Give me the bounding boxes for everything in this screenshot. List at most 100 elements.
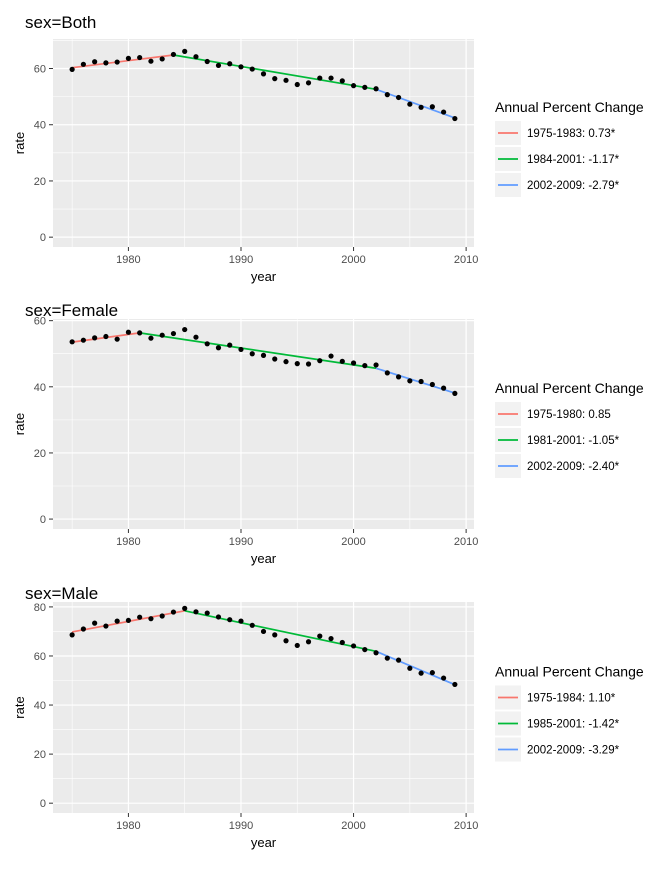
legend-label: 2002-2009: -2.79* (527, 180, 620, 192)
data-point (317, 75, 323, 81)
data-point (328, 75, 334, 81)
y-tick-label: 20 (34, 749, 46, 761)
data-point (260, 628, 267, 635)
data-point (69, 632, 75, 638)
data-point (148, 616, 154, 622)
data-point (170, 330, 177, 337)
data-point (350, 83, 357, 89)
legend-label: 1975-1984: 1.10* (527, 693, 616, 705)
x-tick-label: 1980 (116, 536, 140, 548)
data-point (384, 370, 390, 376)
data-point (395, 657, 402, 663)
x-axis-label: year (251, 269, 277, 284)
x-tick-label: 2010 (454, 536, 478, 548)
data-point (317, 358, 323, 364)
data-point (441, 109, 447, 115)
data-point (170, 609, 177, 615)
data-point (350, 360, 357, 366)
data-point (193, 54, 199, 60)
data-point (238, 618, 244, 624)
data-point (272, 632, 278, 638)
y-tick-label: 0 (40, 798, 46, 810)
data-point (92, 620, 98, 626)
data-point (249, 622, 255, 628)
data-point (193, 334, 199, 340)
legend-label: 1981-2001: -1.05* (527, 435, 620, 447)
data-point (373, 362, 379, 368)
y-tick-label: 60 (34, 316, 46, 328)
panel-3: sex=Male 1980 1990 2000 2010 0 20 40 60 80 year rat… (12, 584, 644, 850)
data-point (362, 646, 368, 653)
data-point (272, 76, 278, 82)
legend-label: 1984-2001: -1.17* (527, 154, 620, 166)
data-point (407, 665, 413, 671)
data-point (80, 61, 86, 67)
legend-label: 1975-1980: 0.85 (527, 409, 611, 421)
y-tick-label: 20 (34, 448, 46, 460)
data-point (204, 58, 210, 65)
data-point (429, 670, 435, 676)
data-point (283, 359, 289, 365)
data-point (193, 609, 199, 615)
data-point (373, 86, 379, 92)
data-point (238, 346, 244, 353)
data-point (137, 54, 143, 61)
data-point (238, 64, 244, 70)
data-point (272, 356, 278, 362)
data-point (114, 59, 120, 65)
data-point (339, 358, 345, 364)
data-point (69, 339, 75, 345)
x-tick-label: 2000 (341, 536, 365, 548)
y-tick-label: 60 (34, 651, 46, 663)
data-point (441, 385, 447, 391)
data-point (418, 104, 424, 110)
y-tick-label: 0 (40, 514, 46, 526)
trend-line (139, 332, 377, 370)
data-point (69, 66, 75, 72)
data-point (125, 617, 132, 624)
data-point (305, 80, 312, 86)
data-point (407, 378, 413, 384)
data-point (418, 378, 424, 385)
data-point (227, 342, 233, 348)
data-point (317, 633, 323, 639)
data-point (137, 330, 143, 336)
x-tick-label: 2010 (454, 820, 478, 832)
data-point (429, 381, 435, 388)
data-point (125, 329, 132, 335)
x-tick-label: 1980 (116, 820, 140, 832)
x-tick-label: 1990 (229, 254, 253, 266)
data-point (418, 670, 424, 676)
data-point (283, 77, 289, 83)
data-point (328, 635, 334, 642)
y-tick-label: 80 (34, 602, 46, 614)
x-tick-label: 2000 (341, 820, 365, 832)
data-point (215, 614, 222, 620)
data-point (294, 81, 300, 88)
data-point (395, 374, 402, 380)
data-point (103, 60, 109, 66)
panel-title: sex=Female (25, 301, 118, 320)
data-point (159, 332, 165, 338)
x-tick-label: 1990 (229, 820, 253, 832)
data-point (103, 333, 109, 340)
y-tick-label: 0 (40, 232, 46, 244)
data-point (328, 353, 334, 359)
data-point (114, 618, 120, 624)
y-tick-label: 40 (34, 382, 46, 394)
panel-2: sex=Female 1980 1990 2000 2010 0 20 40 60 year rat… (12, 301, 644, 566)
data-point (92, 59, 98, 65)
data-point (395, 94, 402, 101)
y-axis-label: rate (12, 132, 27, 154)
data-point (249, 351, 255, 357)
data-point (80, 626, 86, 632)
data-point (182, 326, 188, 333)
y-tick-label: 40 (34, 700, 46, 712)
plot-background (53, 602, 474, 813)
y-tick-label: 60 (34, 64, 46, 76)
data-point (373, 650, 379, 656)
data-point (92, 335, 98, 341)
x-tick-label: 2010 (454, 254, 478, 266)
